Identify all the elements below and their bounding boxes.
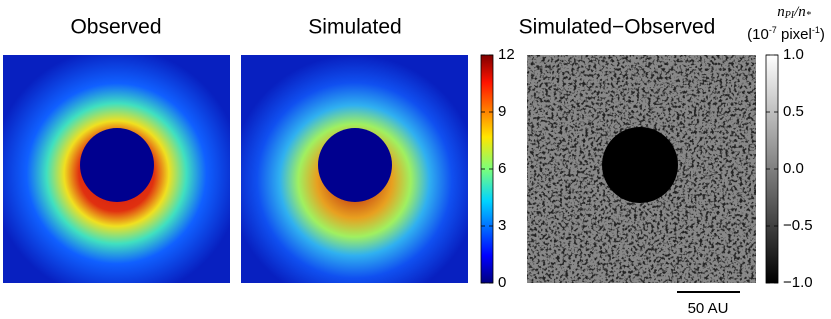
mask [80,128,154,202]
mask [318,128,392,202]
simulated-panel [241,55,468,283]
unit-part: (10 [747,26,769,43]
mask [602,127,678,203]
unit-part: pixel [777,26,812,43]
label-part: PI [784,10,795,21]
tick-label: 0.5 [783,103,804,120]
panel-title: Observed [70,16,161,39]
label-part: /n [793,4,806,20]
tick-label: 9 [498,103,506,120]
tick-label: 12 [498,46,515,63]
observed-panel [3,55,230,283]
unit-part: -1 [812,25,820,35]
tick-label: 3 [498,217,506,234]
panel-title: Simulated [308,16,401,39]
tick-label: 0 [498,274,506,291]
tick-label: 1.0 [783,46,804,63]
tick-label: −0.5 [783,217,813,234]
tick-label: 0.0 [783,160,804,177]
scale-bar-label: 50 AU [688,300,729,317]
unit-part: ) [820,26,825,43]
residual-panel [527,55,756,283]
unit-part: -7 [769,25,777,35]
colorbar-unit: (10-7 pixel-1) [747,25,825,43]
tick-label: 6 [498,160,506,177]
colorbar-label: nPI/n* [777,4,811,21]
panel-title: Simulated−Observed [519,16,716,39]
tick-label: −1.0 [783,274,813,291]
label-part: * [806,10,811,21]
label-part: n [777,4,785,20]
